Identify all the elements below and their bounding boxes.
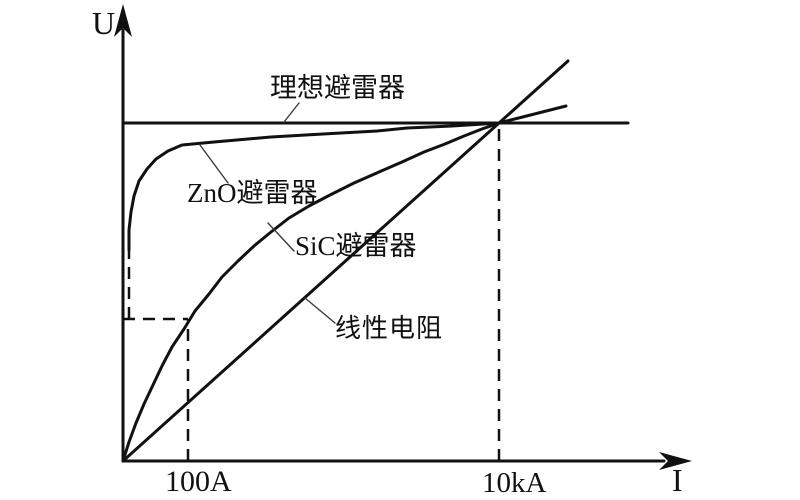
linear-resistor-label: 线性电阻: [335, 314, 444, 343]
leader-ideal: [283, 102, 300, 123]
x-axis-arrowhead: [659, 452, 692, 470]
zno-arrester-label: ZnO避雷器: [187, 178, 318, 208]
sic-arrester-label: SiC避雷器: [295, 231, 417, 261]
x-tick-label-100a: 100A: [165, 465, 232, 498]
curve-zno-arrester: [127, 121, 501, 252]
y-axis-arrowhead: [114, 4, 132, 37]
leader-linear: [304, 297, 336, 324]
ideal-arrester-label: 理想避雷器: [270, 73, 405, 103]
leader-zno: [199, 144, 229, 184]
x-axis-label: I: [672, 462, 683, 498]
curve-linear-resistor: [121, 59, 570, 463]
curve-sic-arrester: [121, 104, 568, 463]
x-tick-label-10ka: 10kA: [482, 467, 547, 499]
y-axis-label: U: [92, 5, 116, 41]
leader-sic: [267, 222, 295, 252]
